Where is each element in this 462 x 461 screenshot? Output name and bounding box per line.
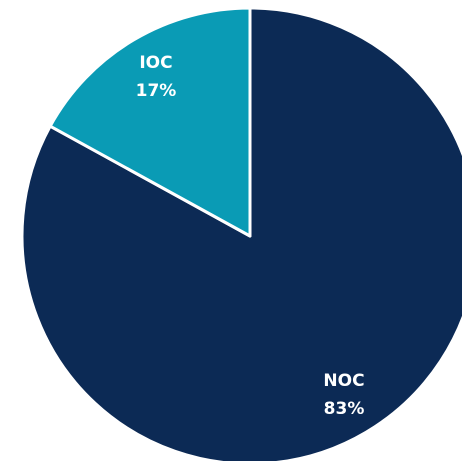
slice-category-label: IOC [139, 53, 172, 73]
slice-value-label: 17% [136, 81, 177, 101]
slice-value-label: 83% [324, 399, 365, 419]
slice-category-label: NOC [323, 371, 364, 391]
pie-slice [48, 6, 252, 238]
pie-slice [20, 6, 462, 461]
